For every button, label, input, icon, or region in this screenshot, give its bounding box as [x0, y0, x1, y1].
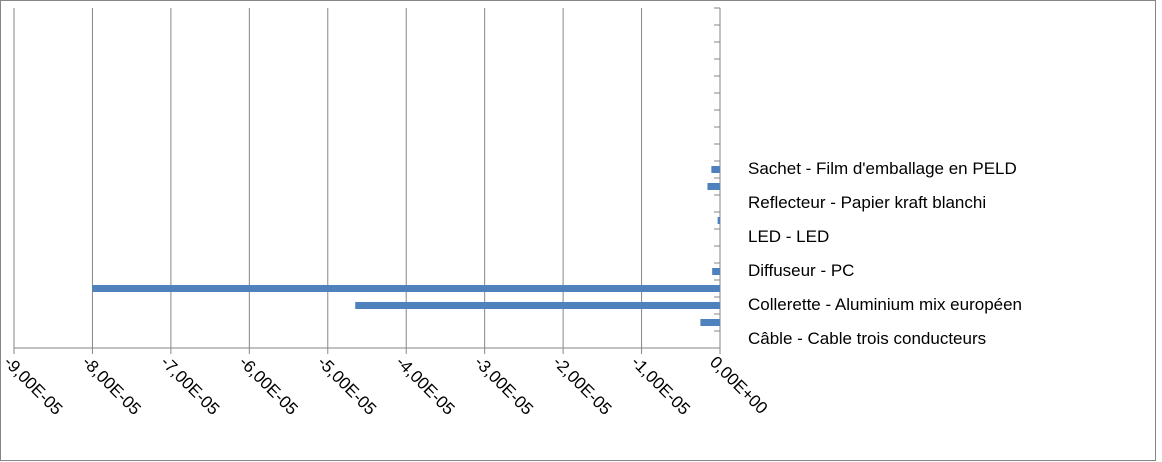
bar [712, 268, 720, 275]
bar [717, 217, 720, 224]
bar [355, 302, 720, 309]
y-tick-label: Sachet - Film d'emballage en PELD [748, 159, 1017, 178]
bar [711, 166, 720, 173]
y-tick-label: Câble - Cable trois conducteurs [748, 329, 986, 348]
bar [700, 319, 720, 326]
y-tick-label: Diffuseur - PC [748, 261, 854, 280]
y-tick-label: Collerette - Aluminium mix européen [748, 295, 1022, 314]
y-tick-label: LED - LED [748, 227, 829, 246]
y-tick-label: Reflecteur - Papier kraft blanchi [748, 193, 986, 212]
bar [92, 285, 720, 292]
bar [707, 183, 720, 190]
